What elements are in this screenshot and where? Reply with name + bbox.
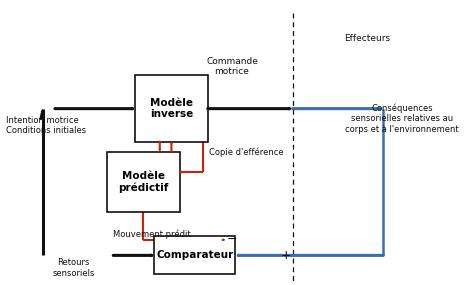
Text: Intention motrice
Conditions initiales: Intention motrice Conditions initiales (6, 116, 86, 135)
Text: Modèle
inverse: Modèle inverse (150, 98, 193, 119)
FancyBboxPatch shape (154, 236, 236, 274)
Text: Effecteurs: Effecteurs (344, 34, 390, 42)
Text: Retours
sensoriels: Retours sensoriels (53, 258, 95, 278)
FancyBboxPatch shape (108, 152, 180, 212)
Text: Modèle
prédictif: Modèle prédictif (118, 171, 169, 193)
Text: Copie d'efférence: Copie d'efférence (209, 148, 283, 157)
Text: Commande
motrice: Commande motrice (206, 57, 258, 76)
Text: Comparateur: Comparateur (156, 251, 233, 260)
FancyBboxPatch shape (135, 76, 208, 142)
Text: +: + (281, 249, 292, 262)
Text: −: − (227, 233, 237, 246)
Text: Mouvement prédit: Mouvement prédit (113, 229, 191, 239)
Text: Conséquences
sensorielles relatives au
corps et à l'environnement: Conséquences sensorielles relatives au c… (345, 103, 459, 134)
